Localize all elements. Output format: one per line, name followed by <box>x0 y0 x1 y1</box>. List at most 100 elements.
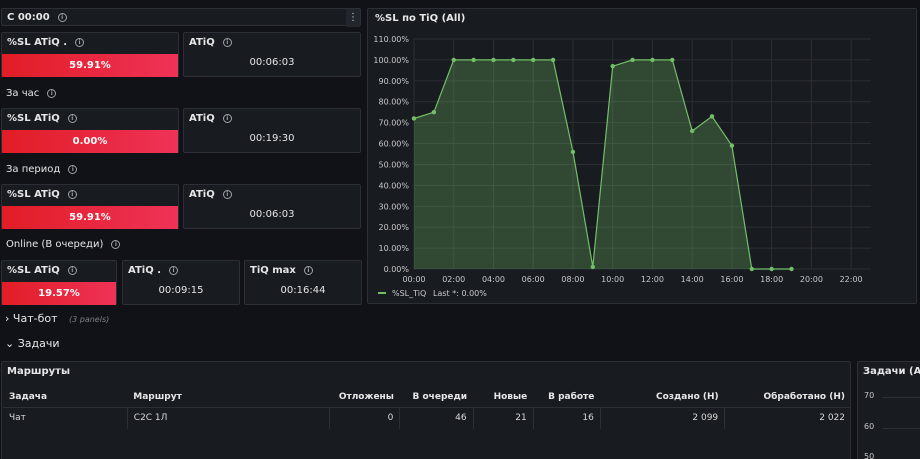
sl-stat-title-4: %SL ATiQ <box>7 265 60 276</box>
data-point <box>610 63 615 69</box>
data-point <box>729 143 735 148</box>
data-point <box>491 57 496 63</box>
y-tick-label: 50.00% <box>378 160 409 169</box>
top-panel-title: С 00:00 <box>7 12 50 23</box>
tiqmax-stat-panel[interactable]: TiQ max i 00:16:44 <box>244 260 362 305</box>
data-point <box>451 57 456 63</box>
column-header[interactable]: Обработано (Н) <box>763 392 845 403</box>
info-icon[interactable]: i <box>111 240 121 249</box>
column-header[interactable]: Маршрут <box>133 392 182 403</box>
x-tick-label: 20:00 <box>800 275 823 284</box>
table-cell: 16 <box>533 406 601 429</box>
atiq-stat-value-3: 00:06:03 <box>249 209 295 220</box>
y-tick-label: 90.00% <box>378 77 409 86</box>
atiq-stat-panel-4[interactable]: ATiQ . i 00:09:15 <box>122 260 240 305</box>
atiq-stat-panel-2[interactable]: ATiQ i 00:19:30 <box>183 108 361 153</box>
tiqmax-stat-value: 00:16:44 <box>280 285 326 296</box>
sl-stat-title-3: %SL ATiQ <box>7 189 60 200</box>
info-icon[interactable]: i <box>222 114 232 123</box>
data-point <box>749 266 754 272</box>
info-icon[interactable]: i <box>222 190 232 199</box>
data-point <box>630 57 635 63</box>
column-header[interactable]: В очереди <box>412 392 468 403</box>
column-header[interactable]: Отложены <box>338 392 394 403</box>
atiq-stat-title-1: ATiQ <box>189 37 215 48</box>
routes-panel: Маршруты Задача Маршрут Отложены В очере… <box>1 361 851 459</box>
legend-stat: Last *: 0.00% <box>433 289 487 298</box>
row-label-online: Online (В очереди) <box>6 239 104 250</box>
atiq-stat-value-2: 00:19:30 <box>249 133 295 144</box>
table-cell: 2 022 <box>724 406 851 429</box>
series-area <box>414 59 792 270</box>
info-icon[interactable]: i <box>75 38 85 47</box>
tasks-row[interactable]: ⌄ Задачи <box>5 337 60 350</box>
table-row[interactable]: Чат С2С 1Л 0 46 21 16 2 099 2 022 <box>3 406 851 429</box>
sl-stat-value-4: 19.57% <box>2 282 116 305</box>
data-point <box>431 109 437 115</box>
info-icon[interactable]: i <box>47 89 57 98</box>
tasks-title: Задачи <box>17 337 60 350</box>
x-tick-label: 10:00 <box>601 275 624 284</box>
info-icon[interactable]: i <box>57 13 67 22</box>
atiq-stat-panel-3[interactable]: ATiQ i 00:06:03 <box>183 184 361 229</box>
data-point <box>789 266 794 272</box>
menu-kebab-icon[interactable]: ⋮ <box>346 9 360 27</box>
info-icon[interactable]: i <box>303 266 313 275</box>
tasks-chart-panel[interactable]: Задачи (All) 70 60 50 <box>857 361 920 459</box>
data-point <box>550 57 556 63</box>
info-icon[interactable]: i <box>169 266 178 275</box>
data-point <box>650 57 655 63</box>
chevron-right-icon: › <box>5 312 10 325</box>
atiq-stat-panel-1[interactable]: ATiQ i 00:06:03 <box>183 32 361 77</box>
column-header[interactable]: Задача <box>9 392 48 403</box>
sl-stat-value-3: 59.91% <box>2 206 178 229</box>
sl-stat-panel-2[interactable]: %SL ATiQ i 0.00% <box>1 108 179 153</box>
x-tick-label: 14:00 <box>681 275 704 284</box>
data-point <box>769 266 774 272</box>
table-header-row: Задача Маршрут Отложены В очереди Новые … <box>3 388 851 407</box>
sl-stat-value-2: 0.00% <box>2 130 178 153</box>
sl-chart-panel[interactable]: %SL по TiQ (All) 0.00% 10.00% 20.00% 30.00%… <box>367 8 917 304</box>
column-header[interactable]: Новые <box>493 392 528 403</box>
chart-title: %SL по TiQ (All) <box>375 13 466 24</box>
y-tick-label: 30.00% <box>378 202 409 211</box>
grid-line <box>882 397 920 398</box>
x-tick-label: 16:00 <box>720 275 743 284</box>
atiq-stat-value-4: 00:09:15 <box>158 285 204 296</box>
atiq-stat-value-1: 00:06:03 <box>249 57 295 68</box>
y-tick-label: 100.00% <box>373 56 409 65</box>
info-icon[interactable]: i <box>68 165 78 174</box>
chat-bot-row[interactable]: › Чат-бот (3 panels) <box>5 312 109 325</box>
chat-bot-title: Чат-бот <box>12 312 58 325</box>
y-tick-label: 60 <box>864 422 875 431</box>
y-tick-label: 0.00% <box>384 265 410 274</box>
data-point <box>689 128 695 134</box>
data-point <box>411 116 417 121</box>
atiq-stat-title-4: ATiQ . <box>128 265 161 276</box>
sl-stat-panel-4[interactable]: %SL ATiQ i 19.57% <box>1 260 117 305</box>
data-point <box>570 149 576 155</box>
sl-stat-panel-3[interactable]: %SL ATiQ i 59.91% <box>1 184 179 229</box>
info-icon[interactable]: i <box>67 114 77 123</box>
chat-bot-panel-count: (3 panels) <box>69 315 110 324</box>
x-tick-label: 00:00 <box>402 275 425 284</box>
top-panel: С 00:00 i ⋮ <box>1 8 361 27</box>
data-point <box>709 114 715 119</box>
series-line <box>413 59 792 270</box>
x-tick-label: 08:00 <box>561 275 584 284</box>
column-header[interactable]: Создано (Н) <box>656 392 719 403</box>
sl-stat-panel-1[interactable]: %SL ATiQ . i 59.91% <box>1 32 179 77</box>
info-icon[interactable]: i <box>67 190 77 199</box>
info-icon[interactable]: i <box>67 266 77 275</box>
column-header[interactable]: В работе <box>548 392 595 403</box>
y-tick-label: 110.00% <box>373 35 409 44</box>
y-tick-label: 10.00% <box>378 244 409 253</box>
sl-line-chart: 0.00% 10.00% 20.00% 30.00% 40.00% 50.00% 60.00… <box>373 35 871 298</box>
y-tick-label: 60.00% <box>378 140 409 149</box>
x-tick-label: 04:00 <box>482 275 505 284</box>
info-icon[interactable]: i <box>222 38 232 47</box>
x-tick-label: 12:00 <box>641 275 664 284</box>
atiq-stat-title-2: ATiQ <box>189 113 215 124</box>
legend-series-name: %SL_TiQ <box>392 289 426 298</box>
y-tick-label: 20.00% <box>378 223 409 232</box>
